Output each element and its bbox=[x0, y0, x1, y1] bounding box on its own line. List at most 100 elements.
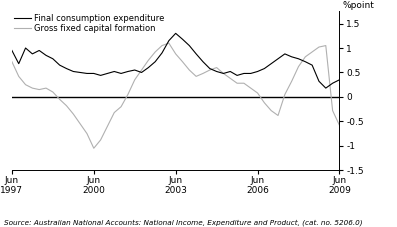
Final consumption expenditure bbox=[50, 57, 55, 60]
Gross fixed capital formation bbox=[50, 91, 55, 93]
Gross fixed capital formation bbox=[98, 138, 103, 141]
Final consumption expenditure bbox=[194, 52, 198, 55]
Gross fixed capital formation bbox=[119, 105, 123, 108]
Final consumption expenditure bbox=[160, 52, 164, 54]
Gross fixed capital formation bbox=[78, 122, 83, 125]
Final consumption expenditure bbox=[330, 82, 335, 85]
Final consumption expenditure bbox=[316, 80, 321, 83]
Final consumption expenditure bbox=[57, 64, 62, 67]
Gross fixed capital formation bbox=[105, 125, 110, 128]
Final consumption expenditure bbox=[64, 67, 69, 70]
Final consumption expenditure bbox=[23, 47, 28, 49]
Y-axis label: %point: %point bbox=[343, 1, 375, 10]
Gross fixed capital formation bbox=[173, 52, 178, 55]
Final consumption expenditure bbox=[85, 72, 89, 75]
Gross fixed capital formation bbox=[112, 111, 117, 114]
Final consumption expenditure bbox=[276, 57, 280, 60]
Final consumption expenditure bbox=[125, 70, 130, 73]
Gross fixed capital formation bbox=[228, 77, 233, 80]
Final consumption expenditure bbox=[180, 38, 185, 41]
Final consumption expenditure bbox=[262, 67, 267, 70]
Gross fixed capital formation bbox=[235, 82, 239, 85]
Gross fixed capital formation bbox=[64, 104, 69, 107]
Final consumption expenditure bbox=[78, 71, 83, 74]
Gross fixed capital formation bbox=[337, 124, 342, 127]
Final consumption expenditure bbox=[310, 64, 314, 67]
Gross fixed capital formation bbox=[221, 72, 226, 75]
Final consumption expenditure bbox=[269, 62, 274, 65]
Final consumption expenditure bbox=[241, 72, 246, 75]
Gross fixed capital formation bbox=[85, 132, 89, 135]
Gross fixed capital formation bbox=[44, 87, 48, 89]
Gross fixed capital formation bbox=[282, 93, 287, 96]
Gross fixed capital formation bbox=[153, 51, 158, 53]
Final consumption expenditure bbox=[105, 72, 110, 75]
Line: Final consumption expenditure: Final consumption expenditure bbox=[12, 33, 339, 88]
Gross fixed capital formation bbox=[10, 60, 14, 63]
Gross fixed capital formation bbox=[303, 55, 308, 58]
Line: Gross fixed capital formation: Gross fixed capital formation bbox=[12, 43, 339, 148]
Final consumption expenditure bbox=[255, 70, 260, 73]
Gross fixed capital formation bbox=[146, 59, 151, 62]
Gross fixed capital formation bbox=[296, 65, 301, 68]
Final consumption expenditure bbox=[249, 72, 253, 75]
Final consumption expenditure bbox=[296, 57, 301, 60]
Gross fixed capital formation bbox=[324, 44, 328, 47]
Gross fixed capital formation bbox=[71, 113, 76, 115]
Final consumption expenditure bbox=[119, 72, 123, 75]
Gross fixed capital formation bbox=[214, 66, 219, 69]
Gross fixed capital formation bbox=[160, 44, 164, 47]
Final consumption expenditure bbox=[235, 74, 239, 77]
Gross fixed capital formation bbox=[37, 88, 42, 91]
Final consumption expenditure bbox=[166, 39, 171, 42]
Legend: Final consumption expenditure, Gross fixed capital formation: Final consumption expenditure, Gross fix… bbox=[13, 13, 166, 34]
Final consumption expenditure bbox=[91, 72, 96, 75]
Gross fixed capital formation bbox=[180, 60, 185, 63]
Final consumption expenditure bbox=[112, 70, 117, 73]
Final consumption expenditure bbox=[289, 55, 294, 58]
Gross fixed capital formation bbox=[125, 93, 130, 96]
Gross fixed capital formation bbox=[139, 69, 144, 71]
Gross fixed capital formation bbox=[194, 75, 198, 78]
Final consumption expenditure bbox=[153, 60, 158, 63]
Final consumption expenditure bbox=[98, 74, 103, 77]
Final consumption expenditure bbox=[221, 72, 226, 75]
Gross fixed capital formation bbox=[91, 147, 96, 150]
Gross fixed capital formation bbox=[200, 72, 205, 75]
Gross fixed capital formation bbox=[57, 98, 62, 101]
Final consumption expenditure bbox=[214, 70, 219, 73]
Final consumption expenditure bbox=[37, 49, 42, 52]
Gross fixed capital formation bbox=[241, 82, 246, 85]
Final consumption expenditure bbox=[282, 52, 287, 55]
Final consumption expenditure bbox=[303, 60, 308, 63]
Final consumption expenditure bbox=[324, 87, 328, 89]
Gross fixed capital formation bbox=[310, 51, 314, 53]
Final consumption expenditure bbox=[337, 79, 342, 81]
Final consumption expenditure bbox=[10, 49, 14, 52]
Final consumption expenditure bbox=[228, 70, 233, 73]
Text: Source: Australian National Accounts: National Income, Expenditure and Product, : Source: Australian National Accounts: Na… bbox=[4, 219, 362, 226]
Gross fixed capital formation bbox=[30, 87, 35, 89]
Gross fixed capital formation bbox=[187, 69, 192, 71]
Gross fixed capital formation bbox=[276, 114, 280, 117]
Gross fixed capital formation bbox=[132, 79, 137, 81]
Final consumption expenditure bbox=[132, 69, 137, 71]
Gross fixed capital formation bbox=[289, 80, 294, 83]
Final consumption expenditure bbox=[44, 54, 48, 57]
Gross fixed capital formation bbox=[255, 92, 260, 94]
Final consumption expenditure bbox=[200, 60, 205, 63]
Final consumption expenditure bbox=[139, 71, 144, 74]
Final consumption expenditure bbox=[207, 67, 212, 70]
Gross fixed capital formation bbox=[16, 75, 21, 78]
Final consumption expenditure bbox=[146, 66, 151, 69]
Final consumption expenditure bbox=[16, 62, 21, 65]
Gross fixed capital formation bbox=[330, 109, 335, 112]
Final consumption expenditure bbox=[187, 44, 192, 47]
Gross fixed capital formation bbox=[262, 101, 267, 104]
Gross fixed capital formation bbox=[23, 83, 28, 86]
Gross fixed capital formation bbox=[166, 42, 171, 44]
Final consumption expenditure bbox=[30, 52, 35, 55]
Gross fixed capital formation bbox=[207, 69, 212, 71]
Gross fixed capital formation bbox=[249, 87, 253, 89]
Final consumption expenditure bbox=[173, 32, 178, 35]
